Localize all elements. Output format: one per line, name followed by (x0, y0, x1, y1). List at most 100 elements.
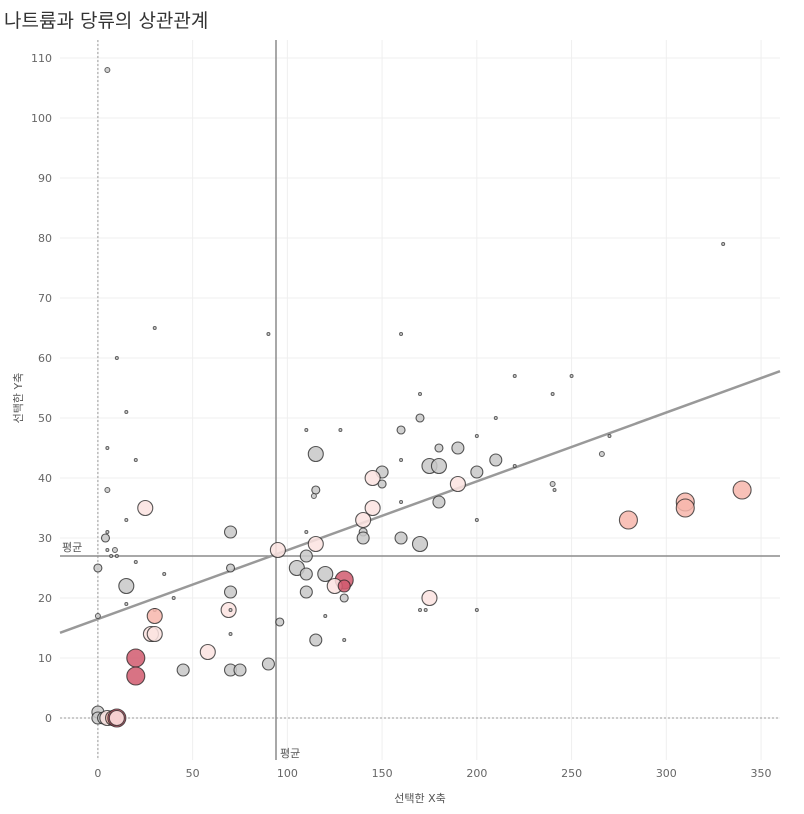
data-point (474, 434, 479, 438)
data-point (323, 614, 328, 618)
data-point (356, 531, 370, 545)
data-point (675, 498, 695, 518)
data-point (223, 525, 238, 539)
data-point (109, 554, 114, 558)
data-point (124, 410, 129, 414)
x-axis-ticks: 0 50 100 150 200 250 300 350 (94, 767, 771, 780)
page-title: 나트륨과 당류의 상관관계 (4, 10, 209, 32)
data-point (364, 469, 381, 487)
data-point (549, 481, 556, 487)
y-tick-label: 0 (45, 712, 52, 725)
data-point (261, 657, 275, 671)
data-point (423, 608, 428, 612)
data-point (108, 709, 125, 727)
x-tick-label: 0 (94, 767, 101, 780)
data-point (275, 617, 285, 627)
data-point (618, 510, 638, 530)
data-point (146, 625, 163, 643)
data-point (100, 533, 111, 543)
data-point (137, 499, 154, 517)
data-point (569, 374, 574, 378)
data-point (338, 428, 343, 432)
data-point (105, 530, 110, 534)
y-tick-label: 20 (38, 592, 52, 605)
data-point (162, 572, 167, 576)
y-tick-label: 80 (38, 232, 52, 245)
y-mean-label: 평균 (62, 541, 82, 554)
data-point (355, 511, 372, 529)
data-point (309, 633, 323, 647)
data-point (133, 458, 138, 462)
data-point (434, 443, 444, 453)
x-tick-label: 50 (186, 767, 200, 780)
gridlines (60, 40, 780, 760)
data-point (418, 392, 422, 396)
data-point (176, 663, 190, 677)
data-point (432, 495, 446, 509)
data-point (133, 560, 138, 564)
data-point (399, 332, 404, 336)
x-axis-title: 선택한 X축 (394, 792, 446, 805)
data-point (104, 67, 111, 73)
mean-reference-lines (60, 40, 780, 760)
data-point (470, 465, 484, 479)
x-mean-label: 평균 (280, 747, 300, 760)
x-tick-label: 300 (656, 767, 677, 780)
y-tick-label: 70 (38, 292, 52, 305)
y-tick-label: 90 (38, 172, 52, 185)
data-point (171, 596, 176, 600)
data-point (317, 565, 334, 583)
y-tick-label: 60 (38, 352, 52, 365)
data-point (299, 549, 313, 563)
data-point (152, 326, 157, 330)
data-point (411, 535, 429, 553)
trendline-group (59, 370, 781, 634)
data-point (225, 563, 236, 573)
x-tick-label: 350 (751, 767, 772, 780)
data-point (394, 531, 408, 545)
data-point (721, 242, 726, 246)
data-point (114, 554, 119, 558)
data-point (552, 488, 557, 492)
y-axis-title: 선택한 Y축 (12, 373, 25, 424)
data-point (310, 493, 317, 499)
x-tick-label: 100 (277, 767, 298, 780)
data-point (364, 499, 381, 517)
data-point (421, 589, 438, 607)
data-point (339, 593, 349, 603)
y-axis-ticks: 0 10 20 30 40 50 60 70 80 90 100 110 (31, 52, 52, 725)
zero-lines (60, 40, 780, 760)
y-tick-label: 110 (31, 52, 52, 65)
data-point (105, 548, 110, 552)
y-tick-label: 50 (38, 412, 52, 425)
data-point (304, 428, 309, 432)
data-point (415, 413, 425, 423)
data-point (94, 613, 101, 619)
data-point (299, 585, 313, 599)
y-tick-label: 10 (38, 652, 52, 665)
data-point (124, 602, 129, 606)
y-tick-label: 100 (31, 112, 52, 125)
data-point (474, 518, 479, 522)
data-point (104, 487, 111, 493)
data-point (105, 446, 110, 450)
y-tick-label: 30 (38, 532, 52, 545)
data-point (126, 666, 146, 686)
data-point (337, 579, 351, 593)
data-point (124, 518, 129, 522)
data-point (233, 663, 247, 677)
data-point (111, 547, 118, 553)
data-point (377, 479, 387, 489)
data-point (430, 457, 447, 475)
data-point (512, 374, 517, 378)
data-point (199, 643, 216, 661)
data-point (474, 608, 479, 612)
data-point (228, 632, 233, 636)
data-point (93, 563, 103, 573)
data-point (399, 458, 404, 462)
data-point (299, 567, 313, 581)
data-point (512, 464, 517, 468)
y-tick-label: 40 (38, 472, 52, 485)
data-point (550, 392, 555, 396)
